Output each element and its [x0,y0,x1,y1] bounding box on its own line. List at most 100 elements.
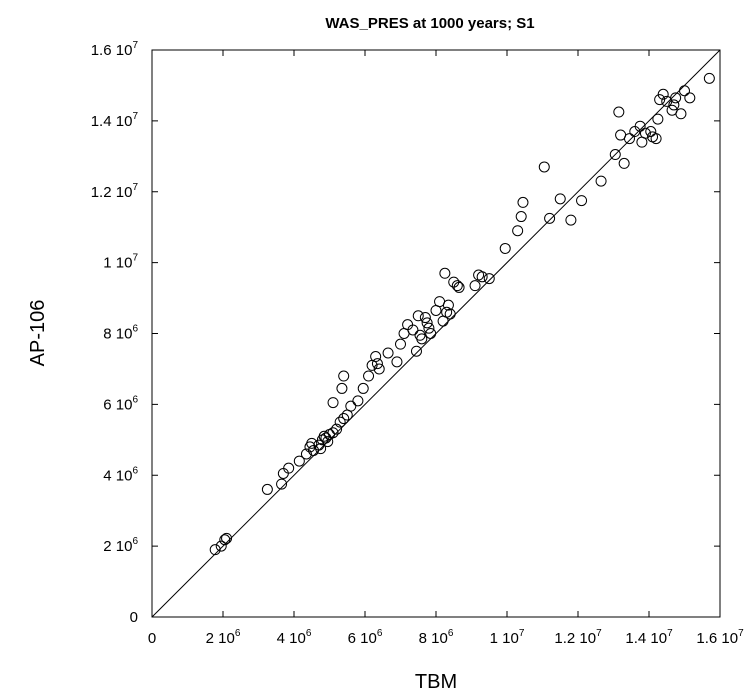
y-tick-label: 2 106 [103,536,138,555]
data-point [283,462,295,474]
data-point [338,370,350,382]
data-point [483,273,495,285]
data-point [544,212,556,224]
data-point [412,310,424,322]
data-point [334,416,346,428]
data-point [453,281,465,293]
data-point [416,333,428,345]
data-point [476,271,488,283]
data-point [618,157,630,169]
y-tick-label: 4 106 [103,465,138,484]
data-point [623,133,635,145]
data-point [499,242,511,254]
data-point [402,319,414,331]
data-point [352,395,364,407]
data-point [645,126,657,138]
data-point [371,358,383,370]
data-point [421,317,433,329]
data-point [538,161,550,173]
y-tick-label: 1.4 107 [91,111,139,130]
x-tick-label: 1.2 107 [554,628,602,647]
y-tick-label: 6 106 [103,394,138,413]
data-point [357,382,369,394]
x-tick-label: 8 106 [419,628,454,647]
data-point [382,347,394,359]
data-point [442,299,454,311]
x-tick-label: 1.4 107 [625,628,673,647]
data-point [595,175,607,187]
x-axis-label: TBM [415,671,457,693]
data-point [221,532,233,544]
data-point [654,94,666,106]
data-point [327,397,339,409]
data-point [613,106,625,118]
data-point [517,196,529,208]
data-point [391,356,403,368]
data-point [668,99,680,111]
data-point [322,436,334,448]
data-point [395,338,406,350]
y-tick-label: 1.6 107 [91,40,139,59]
data-point [327,427,339,439]
data-point [219,534,231,546]
data-point [215,540,227,552]
data-point [419,312,431,324]
data-point [512,225,524,237]
y-tick-label: 1 107 [103,253,138,272]
y-tick-label: 1.2 107 [91,182,139,201]
data-point [315,443,327,455]
data-point [261,483,273,495]
data-point [639,127,651,139]
chart-title: WAS_PRES at 1000 years; S1 [325,15,534,32]
data-point [293,455,305,467]
x-tick-labels: 0 2 106 4 106 6 106 8 106 1 107 1.2 107 1.4 107… [148,628,744,647]
data-point [451,280,463,292]
data-point [277,467,289,479]
data-point [373,363,385,375]
axis-ticks [151,49,721,618]
data-point [306,437,318,449]
data-point [300,448,312,460]
y-axis-label: AP-106 [27,300,49,367]
data-point [423,322,435,334]
data-point [652,113,664,125]
x-tick-label: 2 106 [206,628,241,647]
data-point [209,544,221,556]
data-point [338,413,350,425]
data-point [336,382,348,394]
data-point [650,133,662,145]
x-tick-label: 6 106 [348,628,383,647]
data-point [276,478,288,490]
x-tick-label: 4 106 [277,628,312,647]
data-point [554,193,566,205]
data-point [576,195,588,207]
data-point [331,423,343,435]
x-tick-label: 1 107 [490,628,525,647]
data-point [363,370,375,382]
data-point [439,267,451,279]
x-tick-label: 1.6 107 [696,628,744,647]
data-point [703,72,715,84]
data-point [609,149,621,161]
data-point [634,120,646,132]
data-point [675,108,687,120]
data-point [345,400,357,412]
data-point [515,211,527,223]
data-point [679,85,690,97]
data-point [684,92,696,104]
data-points [209,72,715,556]
y-tick-labels: 0 2 106 4 106 6 106 8 106 1 107 1.2 107 1.4 107… [91,40,139,626]
data-point [444,308,456,320]
data-point [410,345,422,357]
data-point [425,328,437,339]
data-point [657,88,669,100]
data-point [565,214,577,226]
data-point [469,280,481,292]
data-point [370,351,382,363]
x-tick-label: 0 [148,630,156,647]
data-point [670,92,682,104]
data-point [407,324,419,336]
y-tick-label: 0 [130,609,138,626]
y-tick-label: 8 106 [103,324,138,343]
